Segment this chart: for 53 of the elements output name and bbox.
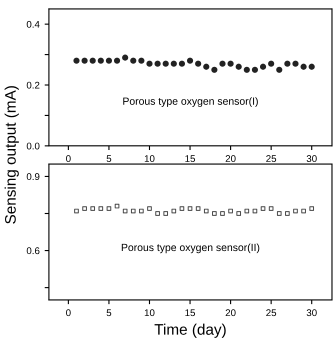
point	[284, 60, 290, 67]
x-tick-label: 20	[226, 155, 236, 162]
point	[300, 64, 307, 70]
y-tick-label: 0.6	[26, 247, 40, 254]
x-tick-label: 15	[185, 309, 196, 316]
x-tick-label: 5	[106, 155, 112, 162]
x-axis-title: Time (day)	[154, 324, 226, 338]
point	[98, 58, 104, 64]
point	[236, 64, 242, 70]
annotation: Porous type oxygen sensor(I)	[123, 97, 258, 107]
x-tick-label: 10	[144, 155, 155, 162]
point	[260, 64, 266, 70]
point	[82, 58, 88, 64]
point	[122, 54, 128, 61]
point	[170, 60, 177, 67]
y-tick-label: 0.2	[26, 82, 40, 89]
x-tick-label: 5	[106, 309, 112, 316]
point	[130, 58, 136, 64]
y-tick-label: 0.0	[26, 142, 40, 150]
x-tick-label: 10	[144, 309, 155, 316]
y-tick-label: 0.4	[26, 20, 40, 28]
annotation: Porous type oxygen sensor(II)	[122, 243, 260, 254]
point	[146, 60, 153, 67]
point	[276, 66, 282, 73]
x-tick-label: 15	[185, 155, 196, 162]
x-tick-label: 30	[306, 155, 317, 162]
x-tick-label: 25	[266, 155, 276, 162]
point	[138, 58, 144, 64]
point	[73, 58, 80, 64]
point	[203, 64, 210, 70]
x-tick-label: 30	[306, 309, 317, 316]
x-tick-label: 0	[66, 155, 71, 162]
point	[186, 58, 194, 64]
point	[195, 60, 202, 67]
point	[292, 60, 299, 67]
point	[268, 60, 274, 67]
point	[162, 60, 169, 67]
point	[90, 58, 96, 64]
y-axis-title: Sensing output (mA)	[4, 86, 19, 224]
point	[211, 66, 218, 73]
point	[308, 64, 315, 70]
x-tick-label: 25	[266, 309, 276, 316]
x-tick-label: 20	[226, 309, 236, 316]
point	[114, 58, 120, 64]
y-tick-label: 0.9	[26, 173, 40, 180]
point	[228, 60, 234, 67]
x-tick-label: 0	[66, 309, 71, 316]
point	[219, 60, 226, 67]
point	[106, 58, 112, 64]
point	[252, 66, 258, 73]
point	[244, 66, 250, 73]
point	[154, 60, 161, 67]
point	[178, 60, 186, 67]
